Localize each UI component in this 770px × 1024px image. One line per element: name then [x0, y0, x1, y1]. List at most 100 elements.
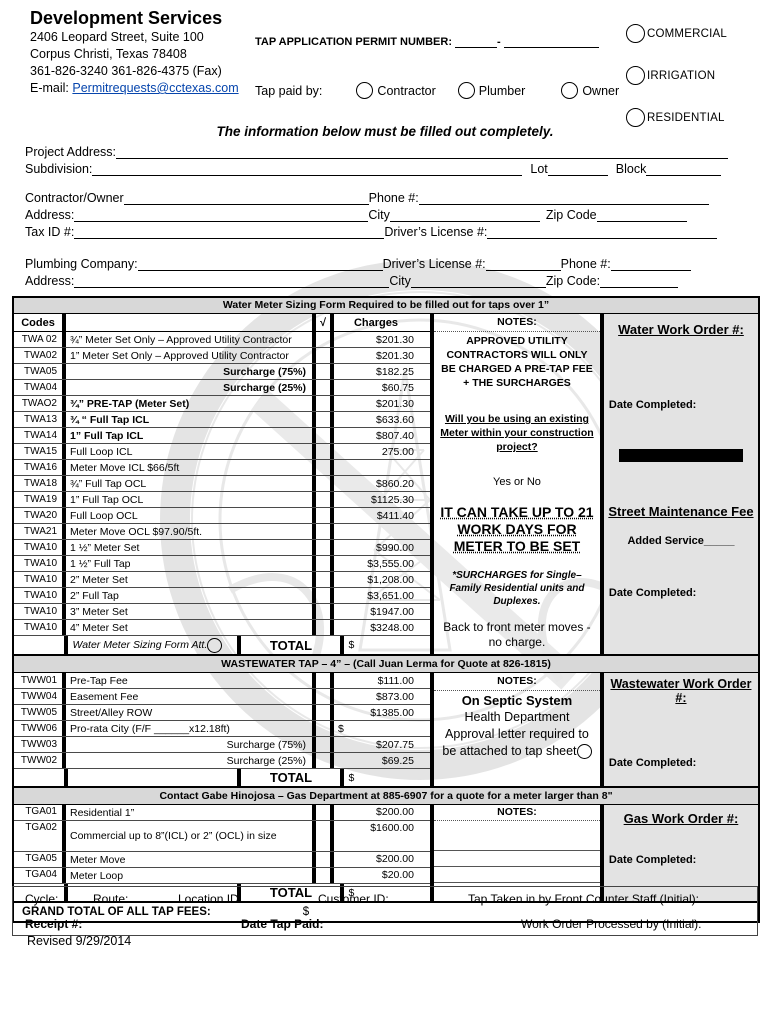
row-check-cell[interactable]: [316, 753, 334, 768]
plumbing-phone-input[interactable]: [610, 256, 691, 271]
grand-total-value[interactable]: $: [302, 906, 310, 918]
table-row: TWA02 1” Meter Set Only – Approved Utili…: [14, 348, 430, 364]
gas-total-value[interactable]: $: [348, 886, 355, 899]
tax-id-input[interactable]: [74, 224, 385, 239]
radio-commercial[interactable]: [626, 24, 645, 43]
water-note-existing-meter: Will you be using an existing Meter with…: [440, 413, 594, 453]
block-input[interactable]: [646, 161, 722, 176]
plumbing-dl-input[interactable]: [485, 256, 561, 271]
row-check-cell[interactable]: [316, 620, 334, 635]
row-check-cell[interactable]: [316, 852, 334, 867]
tap-taken-label[interactable]: Tap Taken in by Front Counter Staff (Ini…: [468, 892, 700, 906]
water-note-yes-no[interactable]: Yes or No: [493, 476, 541, 488]
radio-plumber[interactable]: [457, 82, 475, 99]
row-check-cell[interactable]: [316, 364, 334, 379]
wastewater-total-value[interactable]: $: [348, 771, 355, 784]
plumbing-address-input[interactable]: [74, 273, 390, 288]
row-charge: $201.30: [376, 397, 414, 410]
row-check-cell[interactable]: [316, 460, 334, 475]
row-check-cell[interactable]: [316, 428, 334, 443]
health-dept-note: Health Department: [464, 710, 570, 724]
tax-id-label: Tax ID #:: [25, 225, 75, 239]
date-tap-paid-label[interactable]: Date Tap Paid:: [241, 917, 324, 931]
row-check-cell[interactable]: [316, 540, 334, 555]
contractor-owner-input[interactable]: [123, 190, 369, 205]
plumbing-company-input[interactable]: [137, 256, 383, 271]
row-check-cell[interactable]: [316, 689, 334, 704]
instruction-text: The information below must be filled out…: [216, 124, 554, 139]
row-check-cell[interactable]: [316, 492, 334, 507]
route-label[interactable]: Route:: [93, 892, 129, 906]
row-charge: 275.00: [381, 445, 414, 458]
row-charge: $990.00: [376, 541, 414, 554]
project-address-input[interactable]: [116, 144, 729, 159]
gas-notes-cell[interactable]: [434, 851, 600, 867]
row-charge: $60.75: [381, 381, 414, 394]
water-total-value[interactable]: $: [348, 639, 355, 651]
row-check-cell[interactable]: [316, 396, 334, 411]
row-check-cell[interactable]: [316, 821, 334, 851]
row-check-cell[interactable]: [316, 444, 334, 459]
location-id-label[interactable]: Location ID:: [178, 892, 243, 906]
tap-sheet-circle[interactable]: [576, 744, 592, 760]
drivers-license-input[interactable]: [487, 224, 718, 239]
row-charge: $1385.00: [370, 706, 414, 719]
radio-owner[interactable]: [561, 82, 579, 99]
row-desc: Commercial up to 8”(ICL) or 2” (OCL) in …: [66, 821, 316, 851]
row-check-cell[interactable]: [316, 705, 334, 720]
cycle-label[interactable]: Cycle:: [25, 892, 59, 906]
row-check-cell[interactable]: [316, 476, 334, 491]
water-date-completed2-label[interactable]: Date Completed:: [608, 587, 697, 599]
radio-residential-label: RESIDENTIAL: [647, 111, 725, 124]
row-check-cell[interactable]: [316, 721, 334, 736]
table-row: TWA 02 ¾” Meter Set Only – Approved Util…: [14, 332, 430, 348]
processed-label[interactable]: Work Order Processed by (Initial):: [521, 917, 702, 931]
row-check-cell[interactable]: [316, 737, 334, 752]
row-check-cell[interactable]: [316, 380, 334, 395]
row-check-cell[interactable]: [316, 508, 334, 523]
row-check-cell[interactable]: [316, 348, 334, 363]
radio-contractor-label: Contractor: [377, 83, 436, 98]
radio-contractor[interactable]: [356, 82, 374, 99]
plumbing-zip-input[interactable]: [600, 273, 679, 288]
row-check-cell[interactable]: [316, 868, 334, 883]
receipt-label[interactable]: Receipt #:: [25, 917, 83, 931]
phone-input[interactable]: [418, 190, 709, 205]
gas-notes-cell[interactable]: [434, 867, 600, 883]
row-check-cell[interactable]: [316, 805, 334, 820]
permit-number-blank2[interactable]: [503, 36, 599, 48]
row-check-cell[interactable]: [316, 604, 334, 619]
customer-id-label[interactable]: Customer ID:: [318, 892, 389, 906]
radio-residential[interactable]: [626, 108, 645, 127]
lot-input[interactable]: [547, 161, 608, 176]
wastewater-date-completed-label[interactable]: Date Completed:: [608, 757, 697, 769]
row-check-cell[interactable]: [316, 524, 334, 539]
gas-date-completed-label[interactable]: Date Completed:: [608, 854, 697, 866]
radio-irrigation[interactable]: [626, 66, 645, 85]
zip-input[interactable]: [596, 207, 687, 222]
email-link[interactable]: Permitrequests@cctexas.com: [72, 81, 239, 95]
subdivision-input[interactable]: [92, 161, 523, 176]
row-desc: Street/Alley ROW: [66, 705, 316, 720]
row-charge: $411.40: [376, 509, 414, 522]
added-service-label[interactable]: Added Service_____: [627, 535, 735, 547]
row-code: TWW05: [14, 705, 66, 720]
row-check-cell[interactable]: [316, 412, 334, 427]
city-input[interactable]: [389, 207, 540, 222]
water-date-completed-label[interactable]: Date Completed:: [608, 399, 697, 411]
row-charge: $207.75: [376, 738, 414, 751]
address-input[interactable]: [74, 207, 369, 222]
plumbing-city-input[interactable]: [410, 273, 546, 288]
row-check-cell[interactable]: [316, 332, 334, 347]
row-charge: $1600.00: [370, 822, 414, 834]
gas-notes-cell[interactable]: [434, 821, 600, 851]
row-check-cell[interactable]: [316, 588, 334, 603]
row-check-cell[interactable]: [316, 572, 334, 587]
row-check-cell[interactable]: [316, 673, 334, 688]
row-charge: [334, 524, 418, 539]
attachment-circle[interactable]: [207, 637, 223, 653]
gas-section: TGA01 Residential 1” $200.00 TGA02 Comme…: [14, 805, 758, 901]
permit-number-blank1[interactable]: [455, 36, 498, 48]
row-check-cell[interactable]: [316, 556, 334, 571]
org-city: Corpus Christi, Texas 78408: [30, 47, 187, 61]
